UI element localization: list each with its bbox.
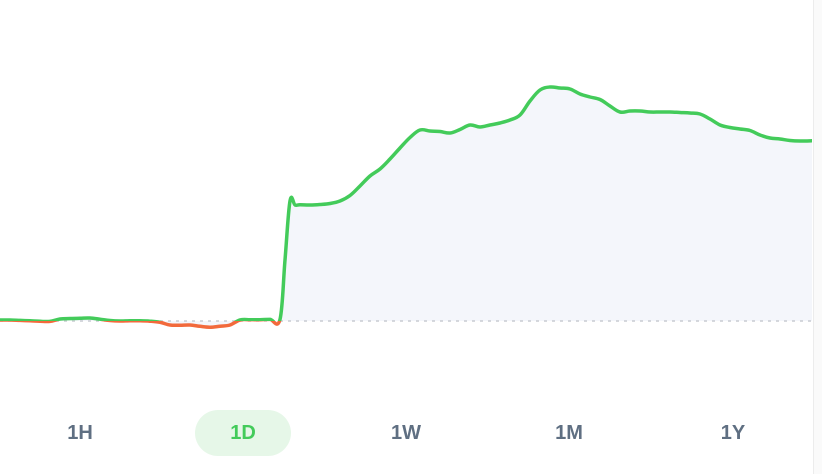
range-tab-1h[interactable]: 1H (67, 421, 93, 444)
chart-area-fill (0, 86, 812, 328)
price-line-above-baseline (0, 85, 812, 321)
chart-right-border (813, 0, 814, 474)
range-tab-1d[interactable]: 1D (195, 410, 291, 456)
range-tab-1m[interactable]: 1M (555, 421, 583, 444)
time-range-selector: 1H 1D 1W 1M 1Y (0, 410, 812, 458)
range-tab-1w[interactable]: 1W (391, 421, 421, 444)
range-tab-1y[interactable]: 1Y (720, 421, 746, 444)
scroll-edge (814, 0, 822, 474)
